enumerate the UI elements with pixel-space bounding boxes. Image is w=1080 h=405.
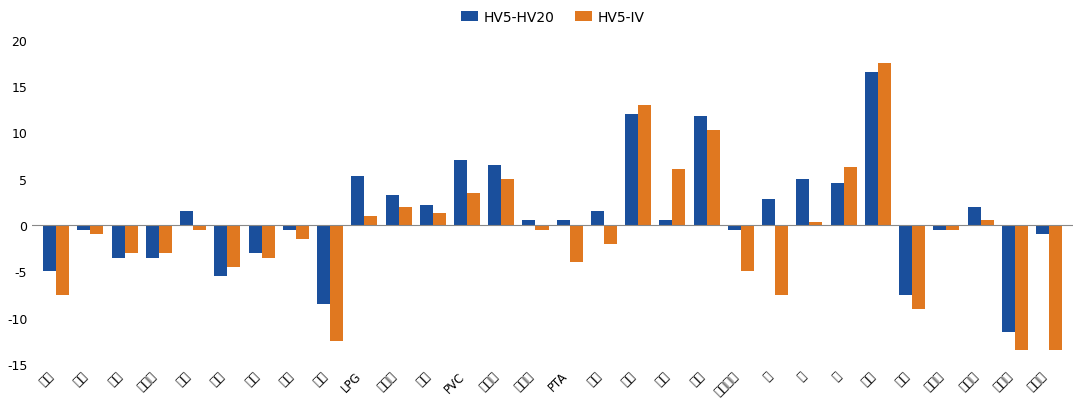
Bar: [946, 226, 959, 230]
Bar: [501, 179, 514, 226]
Bar: [399, 207, 411, 226]
Bar: [364, 216, 377, 226]
Bar: [933, 226, 946, 230]
Bar: [488, 165, 501, 226]
Bar: [146, 226, 159, 258]
Bar: [809, 223, 823, 226]
Bar: [796, 179, 809, 226]
Bar: [214, 226, 228, 277]
Bar: [638, 105, 651, 226]
Bar: [193, 226, 206, 230]
Bar: [673, 170, 686, 226]
Bar: [728, 226, 741, 230]
Bar: [706, 130, 719, 226]
Bar: [831, 184, 843, 226]
Bar: [693, 116, 706, 226]
Bar: [1002, 226, 1015, 332]
Bar: [261, 226, 274, 258]
Bar: [283, 226, 296, 230]
Bar: [296, 226, 309, 239]
Bar: [556, 221, 570, 226]
Bar: [625, 115, 638, 226]
Bar: [1015, 226, 1028, 350]
Bar: [248, 226, 261, 253]
Bar: [420, 205, 433, 226]
Bar: [591, 212, 604, 226]
Bar: [900, 226, 913, 295]
Bar: [467, 193, 480, 226]
Bar: [536, 226, 549, 230]
Bar: [111, 226, 124, 258]
Bar: [78, 226, 91, 230]
Bar: [43, 226, 56, 272]
Bar: [433, 213, 446, 226]
Legend: HV5-HV20, HV5-IV: HV5-HV20, HV5-IV: [456, 5, 650, 30]
Bar: [351, 177, 364, 226]
Bar: [775, 226, 788, 295]
Bar: [1049, 226, 1062, 350]
Bar: [660, 221, 673, 226]
Bar: [228, 226, 241, 267]
Bar: [318, 226, 330, 304]
Bar: [762, 200, 775, 226]
Bar: [386, 195, 399, 226]
Bar: [843, 167, 856, 226]
Bar: [180, 212, 193, 226]
Bar: [741, 226, 754, 272]
Bar: [159, 226, 172, 253]
Bar: [878, 64, 891, 226]
Bar: [56, 226, 69, 295]
Bar: [454, 161, 467, 226]
Bar: [124, 226, 137, 253]
Bar: [570, 226, 583, 262]
Bar: [981, 221, 994, 226]
Bar: [330, 226, 343, 341]
Bar: [913, 226, 926, 309]
Bar: [523, 221, 536, 226]
Bar: [91, 226, 104, 235]
Bar: [865, 73, 878, 226]
Bar: [968, 207, 981, 226]
Bar: [604, 226, 617, 244]
Bar: [1036, 226, 1049, 235]
